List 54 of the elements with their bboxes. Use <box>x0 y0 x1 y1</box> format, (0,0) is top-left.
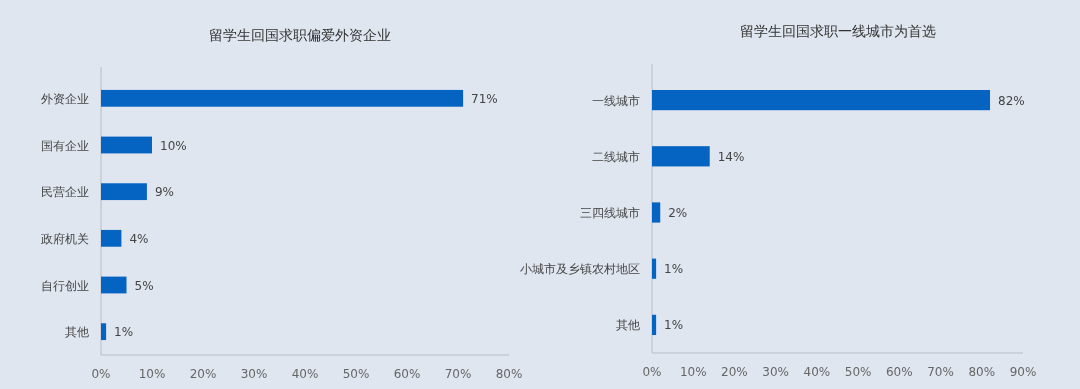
bar <box>101 89 464 107</box>
chart-title: 留学生回国求职一线城市为首选 <box>740 23 936 39</box>
y-tick-label: 三四线城市 <box>580 206 640 220</box>
data-label: 82% <box>998 93 1025 108</box>
data-label: 5% <box>134 278 154 293</box>
x-tick-label: 0% <box>91 367 111 381</box>
x-tick-label: 0% <box>642 365 662 379</box>
chart-title: 留学生回国求职偏爱外资企业 <box>209 27 391 43</box>
bar <box>101 323 107 341</box>
data-label: 14% <box>717 149 745 164</box>
bar <box>101 229 122 247</box>
y-tick-label: 外资企业 <box>41 91 89 106</box>
y-tick-label: 其他 <box>65 325 89 340</box>
x-tick-label: 10% <box>679 365 707 379</box>
y-tick-label: 其他 <box>616 318 640 333</box>
x-tick-label: 50% <box>342 367 370 381</box>
data-label: 10% <box>160 138 187 153</box>
bar <box>652 202 661 223</box>
x-tick-label: 70% <box>927 365 954 379</box>
y-tick-label: 政府机关 <box>41 231 89 246</box>
data-label: 1% <box>114 325 134 340</box>
y-tick-label: 一线城市 <box>592 93 640 108</box>
y-tick-label: 自行创业 <box>41 278 89 293</box>
x-tick-label: 80% <box>495 367 523 381</box>
y-tick-label: 民营企业 <box>41 185 89 200</box>
x-tick-label: 60% <box>886 365 913 379</box>
data-label: 2% <box>668 206 688 220</box>
x-tick-label: 30% <box>762 365 789 379</box>
data-label: 1% <box>664 318 684 333</box>
x-tick-label: 90% <box>1009 365 1037 379</box>
bar <box>652 314 657 336</box>
x-tick-label: 40% <box>291 367 319 381</box>
y-tick-label: 国有企业 <box>41 138 89 153</box>
x-tick-label: 60% <box>393 367 421 381</box>
data-label: 71% <box>471 91 498 106</box>
bar <box>101 183 147 201</box>
x-tick-label: 10% <box>138 367 166 381</box>
y-tick-label: 小城市及乡镇农村地区 <box>520 262 640 277</box>
data-label: 4% <box>129 231 149 246</box>
x-tick-label: 40% <box>803 365 831 379</box>
x-tick-label: 20% <box>721 365 748 379</box>
x-tick-label: 20% <box>189 367 217 381</box>
x-tick-label: 50% <box>844 365 872 379</box>
data-label: 9% <box>154 185 174 200</box>
x-tick-label: 70% <box>444 367 472 381</box>
bar <box>652 89 991 111</box>
x-tick-label: 30% <box>240 367 268 381</box>
bar <box>652 258 657 279</box>
y-tick-label: 二线城市 <box>592 149 640 164</box>
x-tick-label: 80% <box>968 365 996 379</box>
data-label: 1% <box>664 262 684 277</box>
bar <box>101 136 152 154</box>
bar <box>101 276 127 294</box>
bar <box>652 146 710 167</box>
